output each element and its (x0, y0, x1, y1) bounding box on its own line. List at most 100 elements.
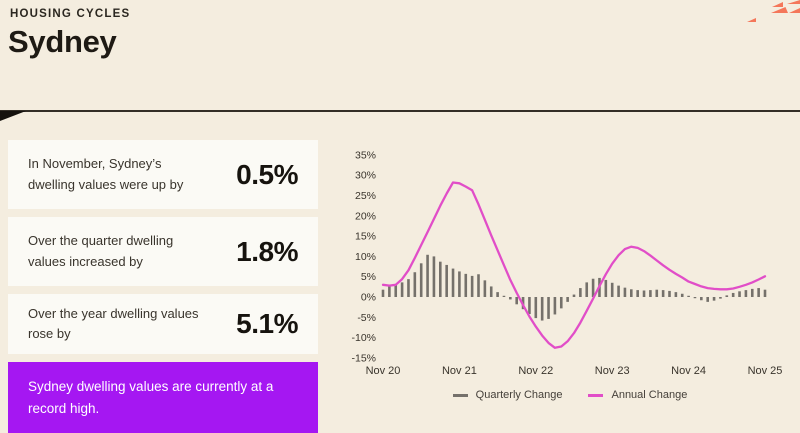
y-axis-tick-label: 0% (361, 292, 376, 304)
legend-label: Annual Change (611, 389, 688, 401)
quarterly-change-bar (610, 282, 614, 297)
divider-wedge-icon (0, 111, 26, 121)
y-axis-tick-label: 35% (355, 149, 376, 161)
record-high-callout: Sydney dwelling values are currently at … (8, 362, 318, 433)
quarterly-change-bar (464, 273, 468, 297)
quarterly-change-bar (489, 286, 493, 297)
quarterly-change-bar (470, 275, 474, 297)
quarterly-change-bar (706, 297, 709, 302)
stats-column: In November, Sydney’s dwelling values we… (8, 140, 318, 433)
quarterly-change-bar (700, 297, 703, 301)
quarterly-change-bar (439, 261, 442, 297)
stat-label: In November, Sydney’s dwelling values we… (28, 156, 184, 192)
y-axis-tick-label: 10% (355, 251, 376, 263)
quarterly-change-bar (579, 288, 582, 297)
chart-canvas: 35% 30% 25% 20% 15% 10% 5% 0% -5% -10% -15%Nov 20 N… (351, 149, 783, 377)
y-axis-tick-label: 5% (361, 271, 376, 283)
x-axis-tick-label: Nov 20 (366, 365, 401, 377)
annual-change-swatch-icon (588, 393, 604, 397)
quarterly-change-bar (509, 297, 512, 300)
quarterly-change-bar (757, 288, 760, 297)
quarterly-change-bar (750, 288, 754, 297)
quarterly-change-bar (731, 292, 735, 297)
quarterly-change-bar (591, 278, 595, 297)
quarterly-change-bar (630, 289, 633, 297)
quarterly-change-bar (445, 264, 448, 297)
quarterly-change-bar (400, 282, 404, 297)
quarterly-change-bar (388, 285, 391, 297)
quarterly-change-bar (515, 297, 518, 305)
quarterly-change-bar (540, 297, 544, 321)
quarterly-change-bar (419, 263, 423, 297)
quarterly-change-bar (413, 272, 417, 297)
decorative-swoosh-icon (772, 2, 783, 7)
quarterly-change-bar (738, 291, 741, 297)
y-axis-tick-label: 30% (355, 170, 376, 182)
quarterly-change-bar (636, 290, 639, 297)
annual-change-line (381, 181, 767, 349)
y-axis-tick-label: -15% (351, 352, 376, 364)
quarterly-change-bar (680, 293, 684, 297)
quarterly-change-bar (502, 295, 506, 297)
legend-item-annual-change: Annual Change (588, 389, 687, 401)
quarterly-change-bar (623, 287, 627, 297)
quarterly-change-bar (483, 280, 487, 297)
y-axis-tick-label: 20% (355, 210, 376, 222)
legend-label: Quarterly Change (475, 389, 563, 401)
decorative-swoosh-icon (789, 8, 800, 13)
x-axis-tick-label: Nov 22 (518, 365, 553, 377)
quarterly-change-bar (642, 290, 646, 297)
stat-value: 1.8% (236, 235, 298, 267)
quarterly-change-bar (604, 279, 608, 297)
x-axis-tick-label: Nov 25 (748, 365, 783, 377)
quarterly-change-bar (661, 290, 665, 297)
quarterly-change-bar (394, 284, 398, 297)
section-eyebrow: HOUSING CYCLES (10, 8, 131, 20)
quarterly-change-bar (649, 290, 652, 297)
x-axis-tick-label: Nov 21 (442, 365, 477, 377)
quarterly-change-bar (534, 297, 538, 319)
decorative-swoosh-icon (771, 7, 788, 13)
quarterly-change-bar (572, 294, 576, 297)
y-axis-tick-label: 15% (355, 231, 376, 243)
page-title: Sydney (8, 24, 117, 59)
legend-item-quarterly-change: Quarterly Change (452, 389, 563, 401)
quarterly-change-bar (458, 271, 461, 297)
y-axis-tick-label: 25% (355, 190, 376, 202)
quarterly-change-bar (477, 274, 480, 297)
quarterly-change-bar (426, 254, 429, 297)
quarterly-change-bar (559, 297, 563, 309)
quarterly-change-bar (566, 297, 569, 302)
housing-cycle-chart: 35% 30% 25% 20% 15% 10% 5% 0% -5% -10% -15% Nov 20 N… (340, 142, 800, 388)
quarterly-change-bar (617, 285, 620, 297)
stat-value: 0.5% (236, 158, 298, 190)
decorative-swoosh-icon (787, 0, 800, 4)
quarterly-change-bar (528, 297, 531, 315)
quarterly-change-bar (547, 297, 550, 319)
stat-value: 5.1% (236, 308, 298, 339)
stat-label: Over the quarter dwelling values increas… (28, 233, 174, 269)
stat-card-annual: Over the year dwelling values rose by 5.… (8, 294, 318, 354)
y-axis-tick-label: -5% (357, 312, 376, 324)
quarterly-change-bar (451, 268, 455, 297)
quarterly-change-bar (744, 290, 748, 297)
quarterly-change-bar (655, 289, 659, 297)
stat-label: Over the year dwelling values rose by (28, 305, 199, 341)
quarterly-change-swatch-icon (452, 393, 468, 397)
quarterly-change-bar (674, 292, 678, 297)
quarterly-change-bar (381, 289, 385, 297)
quarterly-change-bar (496, 292, 499, 297)
y-axis-tick-label: -10% (351, 332, 376, 344)
quarterly-change-bar (407, 279, 410, 297)
quarterly-change-bar (668, 290, 671, 297)
quarterly-change-bar (553, 297, 557, 315)
quarterly-change-bar (432, 256, 436, 297)
quarterly-change-bar (585, 282, 589, 297)
quarterly-change-bar (712, 297, 716, 301)
decorative-swoosh-icon (747, 18, 756, 22)
header-divider (0, 110, 800, 112)
quarterly-change-bar (763, 289, 767, 297)
quarterly-change-bar (693, 297, 697, 299)
x-axis-tick-label: Nov 23 (595, 365, 630, 377)
x-axis-tick-label: Nov 24 (671, 365, 706, 377)
